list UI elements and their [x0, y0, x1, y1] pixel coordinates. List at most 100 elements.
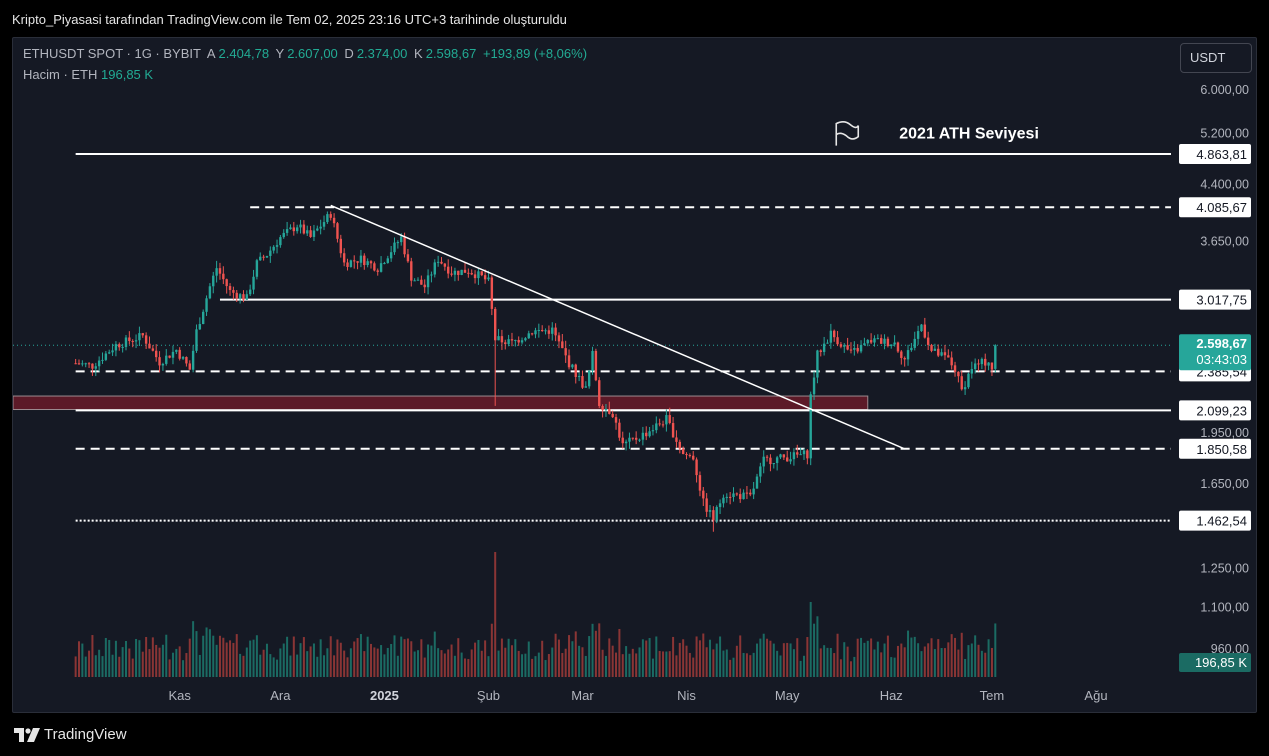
legend-high-label: Y [275, 46, 285, 61]
volume-bar [453, 655, 456, 677]
candle-body [789, 459, 792, 462]
candle-body [849, 349, 853, 351]
candle-body [316, 228, 319, 231]
candle-body [128, 337, 131, 342]
volume-bar [276, 659, 279, 677]
x-tick-label: Ara [270, 688, 291, 703]
candle-body [349, 260, 353, 267]
volume-legend-label[interactable]: Hacim · ETH [23, 67, 98, 82]
volume-bar [383, 654, 386, 677]
y-tick-label: 1.100,00 [1200, 600, 1249, 614]
candle-body [735, 493, 739, 495]
legend-symbol[interactable]: ETHUSDT SPOT · 1G · BYBIT [23, 46, 201, 61]
volume-bar [564, 648, 567, 677]
candle-body [400, 236, 403, 243]
volume-bar [329, 636, 332, 677]
candle-body [329, 214, 332, 218]
candle-body [645, 432, 648, 437]
volume-bar [695, 636, 698, 677]
candle-body [980, 358, 984, 365]
candle-body [547, 330, 551, 334]
volume-bar [792, 649, 795, 677]
volume-bar [846, 646, 849, 677]
volume-bar [769, 640, 772, 677]
volume-bar [598, 623, 601, 677]
legend-high: 2.607,00 [287, 46, 338, 61]
candle-body [973, 363, 977, 370]
candle-body [994, 345, 997, 369]
candle-body [191, 350, 195, 370]
price-tag-label: 2.099,23 [1196, 403, 1247, 418]
candle-body [353, 260, 356, 262]
volume-bar [833, 653, 836, 677]
volume-bar [232, 642, 235, 677]
candle-body [144, 335, 148, 344]
legend-close-label: K [414, 46, 423, 61]
candle-body [238, 294, 242, 299]
volume-bar [265, 643, 268, 677]
candle-body [363, 255, 366, 266]
candle-body [739, 494, 742, 500]
candle-body [906, 350, 910, 360]
volume-bar [863, 642, 866, 677]
candle-body [497, 336, 500, 341]
candle-body [101, 359, 104, 361]
flag-shape [835, 121, 860, 146]
volume-tag-value: 196,85 K [1195, 655, 1247, 670]
candle-body [376, 270, 379, 272]
volume-bar [235, 634, 238, 677]
candle-body [131, 341, 134, 343]
volume-bar [943, 648, 946, 677]
volume-bar [497, 650, 500, 677]
volume-bar [561, 653, 564, 677]
volume-bar [920, 651, 923, 677]
candle-body [641, 432, 645, 440]
candle-body [292, 227, 296, 232]
volume-bar [947, 642, 950, 677]
candle-body [463, 269, 467, 273]
y-tick-label: 1.250,00 [1200, 561, 1249, 575]
candle-body [712, 510, 715, 521]
chart-panel[interactable]: 2021 ATH Seviyesi 6.000,00 5.200,00 4.400,0… [12, 37, 1257, 713]
volume-bar [447, 649, 450, 677]
volume-bar [927, 643, 930, 677]
volume-bar [420, 639, 423, 677]
candle-body [846, 345, 849, 350]
volume-bar [91, 635, 94, 677]
candle-body [732, 493, 735, 498]
currency-button[interactable]: USDT [1180, 43, 1252, 73]
volume-bar [175, 648, 178, 677]
volume-bar [786, 642, 789, 677]
volume-bar [705, 647, 708, 677]
volume-bar [665, 651, 668, 677]
volume-bar [286, 636, 289, 677]
volume-bar [839, 659, 842, 677]
volume-bar [527, 641, 530, 677]
candle-body [336, 223, 339, 239]
volume-bar [138, 640, 141, 677]
volume-bar [692, 657, 695, 677]
volume-bar [463, 658, 466, 677]
volume-bar [182, 660, 185, 677]
candle-body [977, 363, 980, 365]
current-price-tag [1179, 334, 1251, 371]
volume-bar [544, 660, 547, 677]
ohlc-legend: ETHUSDT SPOT · 1G · BYBIT A 2.404,78 Y 2.6… [23, 46, 590, 61]
volume-bar [886, 635, 889, 677]
volume-bar [396, 655, 399, 677]
candle-body [530, 333, 534, 335]
volume-bar [631, 648, 634, 677]
candle-body [614, 417, 618, 423]
price-chart[interactable]: 2021 ATH Seviyesi 6.000,00 5.200,00 4.400,0… [13, 38, 1257, 713]
volume-bar [249, 640, 252, 677]
volume-bar [581, 647, 584, 677]
candle-body [759, 466, 762, 477]
tradingview-logo[interactable]: TradingView [14, 726, 127, 743]
candle-body [832, 330, 836, 338]
volume-bar [356, 638, 359, 677]
volume-bar [279, 648, 282, 677]
volume-bar [440, 650, 443, 677]
candle-body [792, 452, 796, 460]
candle-body [782, 454, 786, 458]
volume-bar [443, 653, 446, 677]
